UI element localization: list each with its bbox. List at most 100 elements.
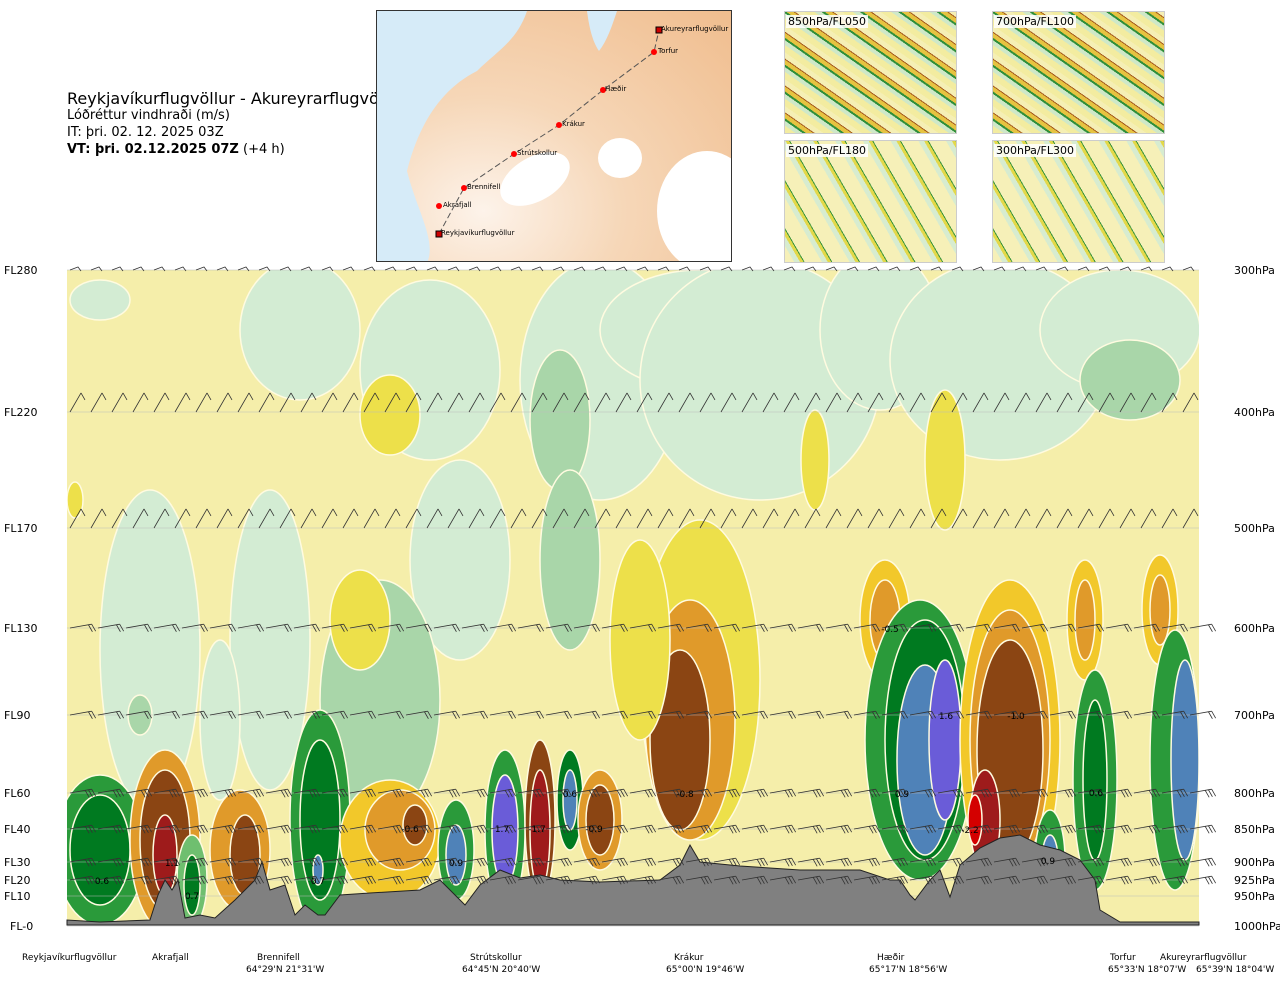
wind-barb xyxy=(1161,392,1178,413)
wind-barb xyxy=(769,788,797,798)
wind-barb xyxy=(237,875,265,885)
wind-barb xyxy=(97,857,125,867)
wind-barb xyxy=(825,788,853,798)
wind-barb xyxy=(1105,875,1133,885)
wind-barb xyxy=(951,266,964,272)
wind-barb xyxy=(853,875,881,885)
wind-barb xyxy=(216,508,233,529)
wind-barb xyxy=(293,788,321,798)
wind-barb xyxy=(741,266,754,272)
wind-barb xyxy=(881,710,909,719)
panel-700[interactable]: 700hPa/FL100 xyxy=(992,11,1165,134)
wind-barb xyxy=(657,824,685,834)
wind-barb xyxy=(615,266,628,272)
wind-barb xyxy=(1035,266,1048,272)
map-waypoint-label: Brennifell xyxy=(467,183,500,191)
wind-barb xyxy=(881,623,909,632)
wind-barb xyxy=(629,788,657,798)
flight-level-label: FL170 xyxy=(4,522,37,535)
wind-barb xyxy=(573,508,590,529)
wind-barb xyxy=(545,710,573,719)
wind-barb xyxy=(937,875,965,885)
wind-barb xyxy=(937,824,965,834)
wind-barb xyxy=(1133,824,1161,834)
wind-barb xyxy=(769,875,797,885)
wind-barb xyxy=(405,508,422,529)
wind-barb xyxy=(209,875,237,885)
wind-barb xyxy=(125,623,153,632)
wind-barb xyxy=(426,392,443,413)
wind-barb xyxy=(405,875,433,885)
wind-barb xyxy=(720,508,737,529)
wind-barb xyxy=(797,623,825,632)
wind-barb xyxy=(1077,824,1105,834)
contour-region xyxy=(239,270,361,401)
wind-barb xyxy=(279,266,292,272)
map-waypoint-label: Krákur xyxy=(562,120,585,128)
wind-barb xyxy=(265,710,293,719)
wind-barb xyxy=(629,824,657,834)
panel-500[interactable]: 500hPa/FL180 xyxy=(784,140,957,263)
wind-barb xyxy=(573,623,601,632)
wind-barb xyxy=(349,875,377,885)
wind-barb xyxy=(545,623,573,632)
extremum-value-label: -0.8 xyxy=(676,790,694,800)
wind-barb xyxy=(881,875,909,885)
contour-region xyxy=(409,459,511,661)
wind-barb xyxy=(237,508,254,529)
wind-barb xyxy=(846,392,863,413)
wind-barb xyxy=(993,623,1021,632)
wind-barb xyxy=(713,788,741,798)
wind-barb xyxy=(615,508,632,529)
wind-barb xyxy=(951,392,968,413)
wind-barb xyxy=(1056,508,1073,529)
wind-barb xyxy=(937,857,965,867)
waypoint-marker xyxy=(600,87,606,93)
wind-barb xyxy=(405,857,433,867)
wind-barb xyxy=(1014,392,1031,413)
wind-barb xyxy=(867,508,884,529)
extremum-value-label: 1.7 xyxy=(495,825,509,835)
sea xyxy=(377,11,527,261)
wind-barb xyxy=(965,710,993,719)
wind-barb xyxy=(153,875,181,885)
wind-barb xyxy=(265,824,293,834)
wind-barb xyxy=(1077,710,1105,719)
wind-barb xyxy=(769,710,797,719)
panel-850[interactable]: 850hPa/FL050 xyxy=(784,11,957,134)
wind-barb xyxy=(909,875,937,885)
wind-barb xyxy=(804,266,817,272)
wind-barb xyxy=(293,710,321,719)
wind-barb xyxy=(153,266,166,272)
wind-barb xyxy=(489,266,502,272)
wind-barb xyxy=(657,857,685,867)
wind-barb xyxy=(510,266,523,272)
contour-region xyxy=(329,569,391,671)
wind-barb xyxy=(153,392,170,413)
contour-region xyxy=(1170,659,1199,861)
wind-barb xyxy=(797,710,825,719)
wind-barb xyxy=(195,266,208,272)
wind-barb xyxy=(468,508,485,529)
wind-barb xyxy=(132,508,149,529)
wind-barb xyxy=(937,623,965,632)
panel-300[interactable]: 300hPa/FL300 xyxy=(992,140,1165,263)
wind-barb xyxy=(132,266,145,272)
panel-label: 300hPa/FL300 xyxy=(994,144,1077,157)
wind-barb xyxy=(300,266,313,272)
wind-barb xyxy=(1077,857,1105,867)
wind-barb xyxy=(377,875,405,885)
wind-barb xyxy=(797,788,825,798)
extremum-value-label: -1.7 xyxy=(528,825,546,835)
wind-barb xyxy=(433,857,461,867)
wind-barb xyxy=(741,824,769,834)
waypoint-marker xyxy=(436,203,442,209)
contour-region xyxy=(1074,579,1096,661)
wind-barb xyxy=(573,788,601,798)
wind-barb xyxy=(685,824,713,834)
wind-barb xyxy=(237,266,250,272)
wind-barb xyxy=(1182,266,1195,272)
extremum-value-label: 1.6 xyxy=(939,712,954,722)
wind-barb xyxy=(678,392,695,413)
wind-barb xyxy=(993,266,1006,272)
